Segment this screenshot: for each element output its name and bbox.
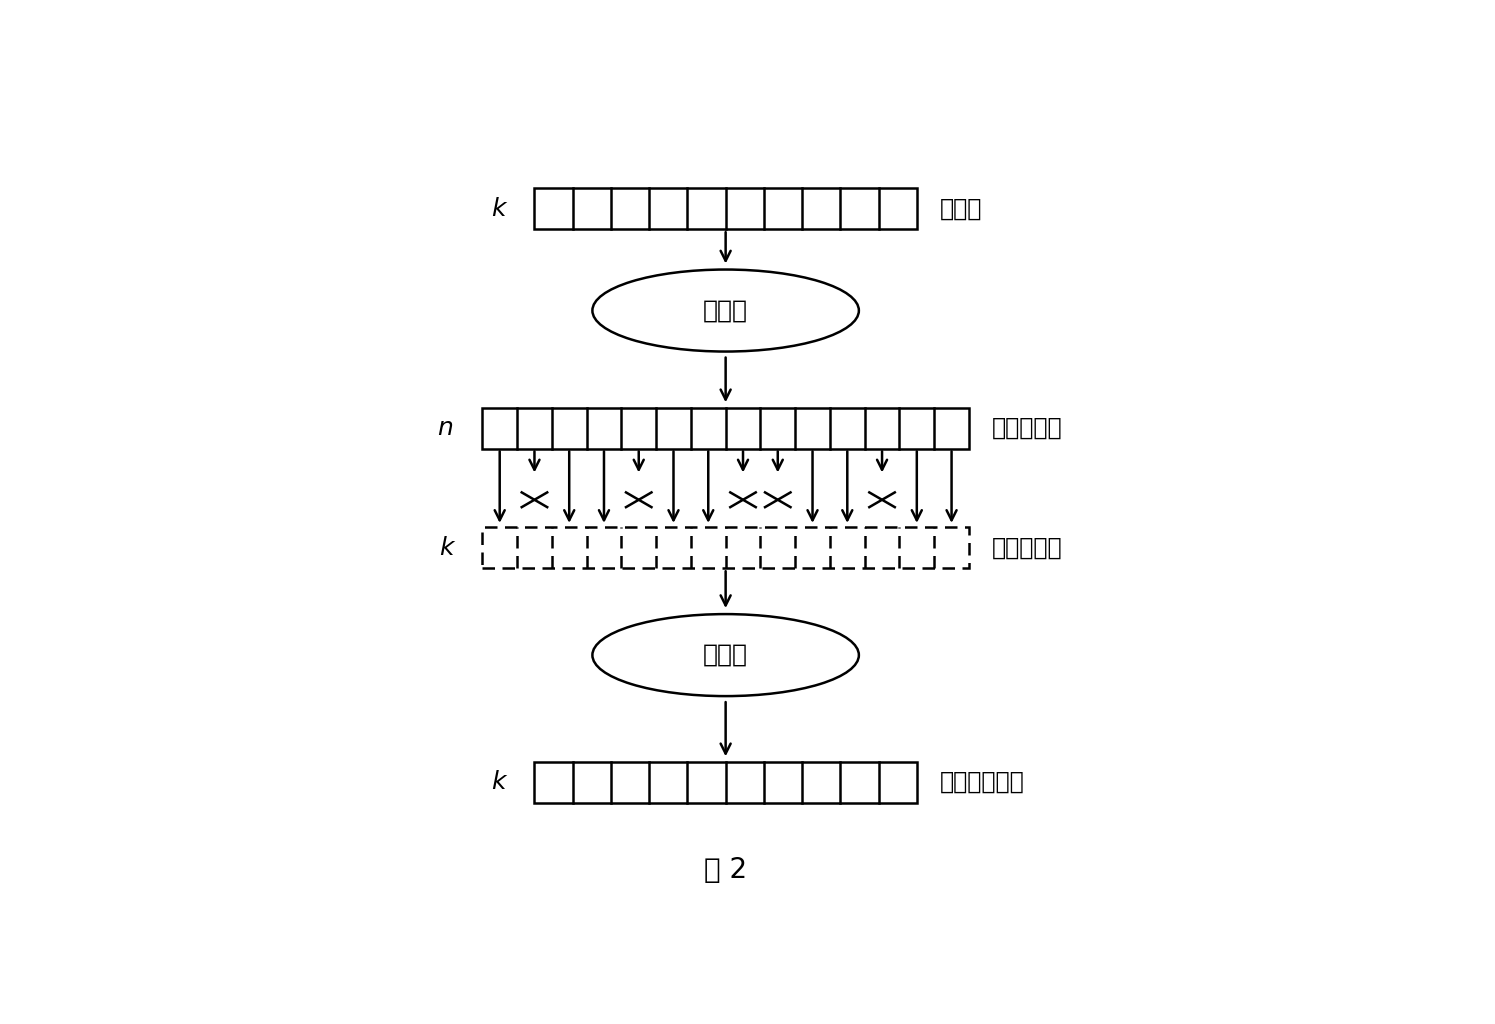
Text: 重构后的数据: 重构后的数据 [940,770,1024,794]
Text: 源数据: 源数据 [940,197,982,221]
Ellipse shape [592,269,858,351]
Text: k: k [490,197,505,221]
Bar [483,527,969,568]
Text: 编码的数据: 编码的数据 [993,416,1063,440]
Text: k: k [440,536,453,560]
Text: 解码器: 解码器 [703,643,748,667]
Text: n: n [438,416,453,440]
Text: 编码器: 编码器 [703,299,748,323]
Ellipse shape [592,614,858,696]
Bar [483,408,969,449]
Text: k: k [490,770,505,794]
Text: 图 2: 图 2 [704,856,748,885]
Text: 收到的数据: 收到的数据 [993,536,1063,560]
Bar [535,762,916,803]
Bar [535,188,916,229]
